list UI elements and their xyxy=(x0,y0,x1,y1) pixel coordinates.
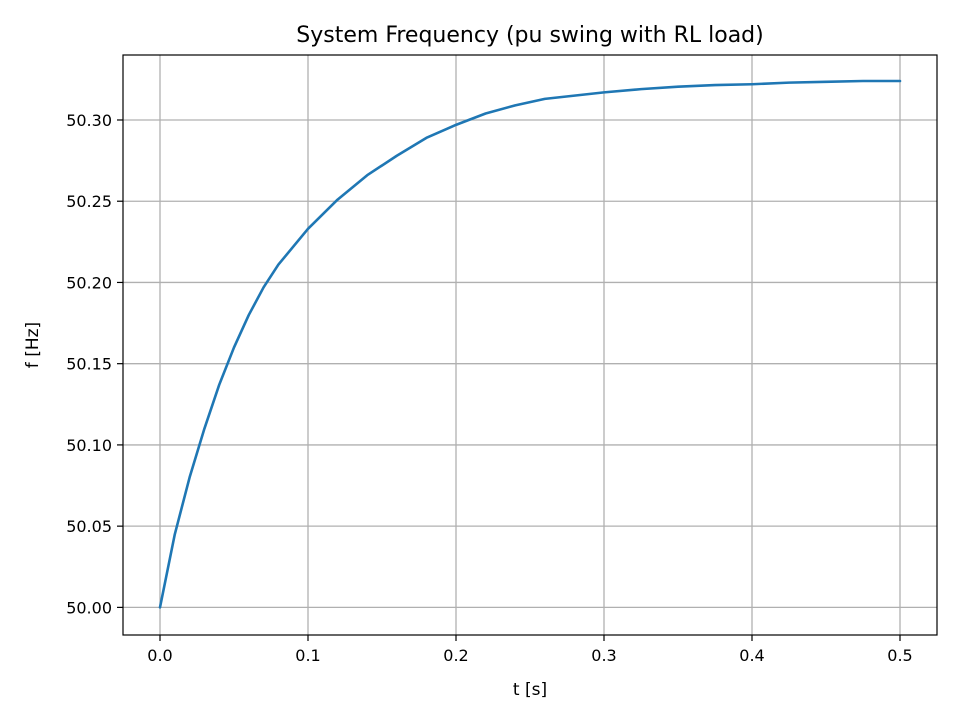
series-layer xyxy=(158,79,902,609)
x-tick-label: 0.5 xyxy=(887,646,912,665)
x-tick-label: 0.1 xyxy=(295,646,320,665)
y-tick-label: 50.25 xyxy=(66,192,112,211)
x-axis: 0.0 0.1 0.2 0.3 0.4 0.5 xyxy=(147,635,913,665)
y-axis: 50.00 50.05 50.10 50.15 50.20 50.25 50.30 xyxy=(66,111,123,617)
x-tick-label: 0.3 xyxy=(591,646,616,665)
y-axis-label: f [Hz] xyxy=(23,322,43,368)
x-tick-label: 0.2 xyxy=(443,646,468,665)
x-tick-label: 0.4 xyxy=(739,646,764,665)
grid xyxy=(123,55,937,635)
y-tick-label: 50.30 xyxy=(66,111,112,130)
chart-title: System Frequency (pu swing with RL load) xyxy=(296,23,763,48)
y-tick-label: 50.00 xyxy=(66,598,112,617)
x-tick-label: 0.0 xyxy=(147,646,172,665)
frequency-series-line xyxy=(158,79,902,609)
y-tick-label: 50.20 xyxy=(66,273,112,292)
y-tick-label: 50.15 xyxy=(66,355,112,374)
y-tick-label: 50.10 xyxy=(66,436,112,455)
y-tick-label: 50.05 xyxy=(66,517,112,536)
plot-frame xyxy=(122,54,938,636)
x-axis-label: t [s] xyxy=(513,680,547,700)
